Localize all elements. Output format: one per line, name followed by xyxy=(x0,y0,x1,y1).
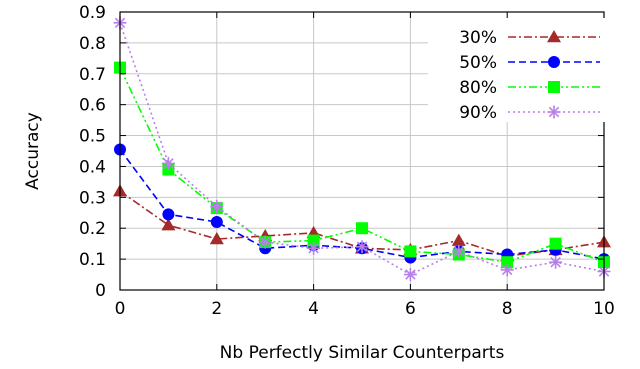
series-line-1 xyxy=(119,148,605,260)
y-tick-label: 0 xyxy=(95,281,106,301)
x-axis-title: Nb Perfectly Similar Counterparts xyxy=(220,343,505,363)
legend: 30% 50% 80% 90% xyxy=(428,18,606,123)
legend-label: 80% xyxy=(459,78,497,98)
data-point xyxy=(162,208,175,221)
x-tick-label: 0 xyxy=(115,299,126,319)
data-point xyxy=(501,256,514,269)
series-3 xyxy=(113,16,611,282)
data-point xyxy=(403,268,417,282)
data-point xyxy=(210,200,224,214)
y-tick-label: 0.3 xyxy=(79,188,106,208)
data-point xyxy=(210,216,223,229)
legend-marker xyxy=(547,30,561,43)
axis-ticks: 0 2 4 6 8 10 0 0.1 0.2 0.3 0.4 0.5 0.6 0.7 0.8 0.9 xyxy=(79,3,615,319)
legend-marker xyxy=(548,81,560,93)
y-tick-label: 0.5 xyxy=(79,127,106,147)
data-point xyxy=(452,244,466,258)
y-axis-title: Accuracy xyxy=(23,112,43,190)
data-point xyxy=(549,237,562,250)
y-tick-label: 0.9 xyxy=(79,3,106,23)
x-tick-label: 8 xyxy=(502,299,513,319)
x-tick-label: 6 xyxy=(405,299,416,319)
y-tick-label: 0.1 xyxy=(79,250,106,270)
data-point xyxy=(209,232,224,245)
legend-marker xyxy=(547,105,561,119)
data-point xyxy=(161,218,176,231)
y-tick-label: 0.4 xyxy=(79,157,106,177)
data-point xyxy=(549,255,563,269)
legend-label: 30% xyxy=(459,28,497,48)
data-point xyxy=(355,240,369,254)
data-point xyxy=(258,235,272,249)
data-point xyxy=(500,263,514,277)
legend-label: 90% xyxy=(459,103,497,123)
data-point xyxy=(356,222,368,235)
y-tick-label: 0.6 xyxy=(79,96,106,116)
legend-label: 50% xyxy=(459,53,497,73)
legend-background xyxy=(428,18,606,122)
y-tick-label: 0.8 xyxy=(79,34,106,54)
x-tick-label: 2 xyxy=(211,299,222,319)
data-point xyxy=(307,241,321,255)
data-point xyxy=(404,245,417,258)
y-tick-label: 0.2 xyxy=(79,219,106,239)
x-tick-label: 10 xyxy=(593,299,615,319)
x-tick-label: 4 xyxy=(308,299,319,319)
series-layer xyxy=(113,16,611,282)
y-tick-label: 0.7 xyxy=(79,65,106,85)
legend-marker xyxy=(548,56,560,68)
data-point xyxy=(307,234,320,247)
data-point xyxy=(451,233,466,246)
data-point xyxy=(161,156,175,170)
plot-frame xyxy=(119,11,605,291)
